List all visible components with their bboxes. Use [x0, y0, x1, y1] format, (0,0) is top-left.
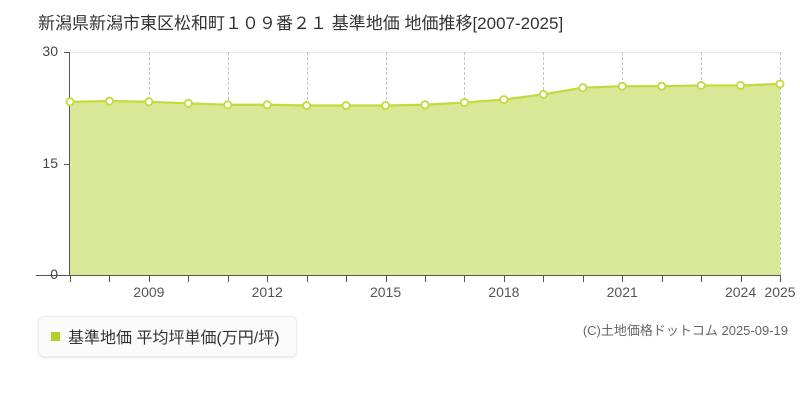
x-tick-mark — [543, 276, 544, 282]
x-tick-label: 2012 — [251, 284, 283, 300]
x-tick-mark — [504, 276, 505, 282]
x-gridline — [543, 52, 544, 275]
y-tick-mark — [64, 163, 70, 165]
x-gridline — [701, 52, 702, 275]
legend-label: 基準地価 平均坪単価(万円/坪) — [68, 330, 280, 347]
x-gridline — [307, 52, 308, 275]
x-tick-label: 2009 — [133, 284, 165, 300]
x-tick-mark — [425, 276, 426, 282]
x-tick-mark — [149, 276, 150, 282]
page-title: 新潟県新潟市東区松和町１０９番２１ 基準地価 地価推移[2007-2025] — [38, 14, 564, 33]
legend[interactable]: 基準地価 平均坪単価(万円/坪) — [38, 316, 297, 357]
x-axis-line — [36, 275, 781, 276]
y-tick-label: 15 — [42, 154, 58, 171]
y-tick-label: 30 — [42, 43, 58, 59]
x-gridline — [228, 52, 229, 275]
x-tick-mark — [70, 276, 71, 282]
x-tick-mark — [583, 276, 584, 282]
y-gridline — [70, 52, 780, 53]
x-tick-label: 2021 — [606, 284, 638, 300]
x-gridline — [386, 52, 387, 275]
x-tick-mark — [662, 276, 663, 282]
x-tick-mark — [267, 276, 268, 282]
x-gridline — [622, 52, 623, 275]
x-tick-mark — [701, 276, 702, 282]
x-tick-label: 2018 — [488, 284, 520, 300]
x-tick-mark — [307, 276, 308, 282]
x-gridline — [149, 52, 150, 275]
x-tick-mark — [464, 276, 465, 282]
x-tick-mark — [109, 276, 110, 282]
x-tick-mark — [386, 276, 387, 282]
copyright-text: (C)土地価格ドットコム 2025-09-19 — [582, 323, 788, 338]
y-tick-label: 0 — [50, 266, 58, 282]
y-gridline — [70, 163, 780, 165]
x-tick-mark — [622, 276, 623, 282]
x-tick-label: 2024 — [724, 284, 757, 300]
x-gridline — [780, 52, 781, 275]
x-tick-mark — [228, 276, 229, 282]
x-tick-label: 2025 — [764, 284, 796, 300]
x-tick-mark — [346, 276, 347, 282]
y-tick-mark — [64, 275, 70, 276]
x-tick-mark — [188, 276, 189, 282]
legend-swatch-icon — [51, 331, 60, 341]
x-tick-label: 2015 — [369, 284, 402, 300]
x-gridline — [464, 52, 465, 275]
x-tick-mark — [741, 276, 742, 282]
x-tick-mark — [780, 276, 781, 282]
y-tick-mark — [64, 52, 70, 53]
